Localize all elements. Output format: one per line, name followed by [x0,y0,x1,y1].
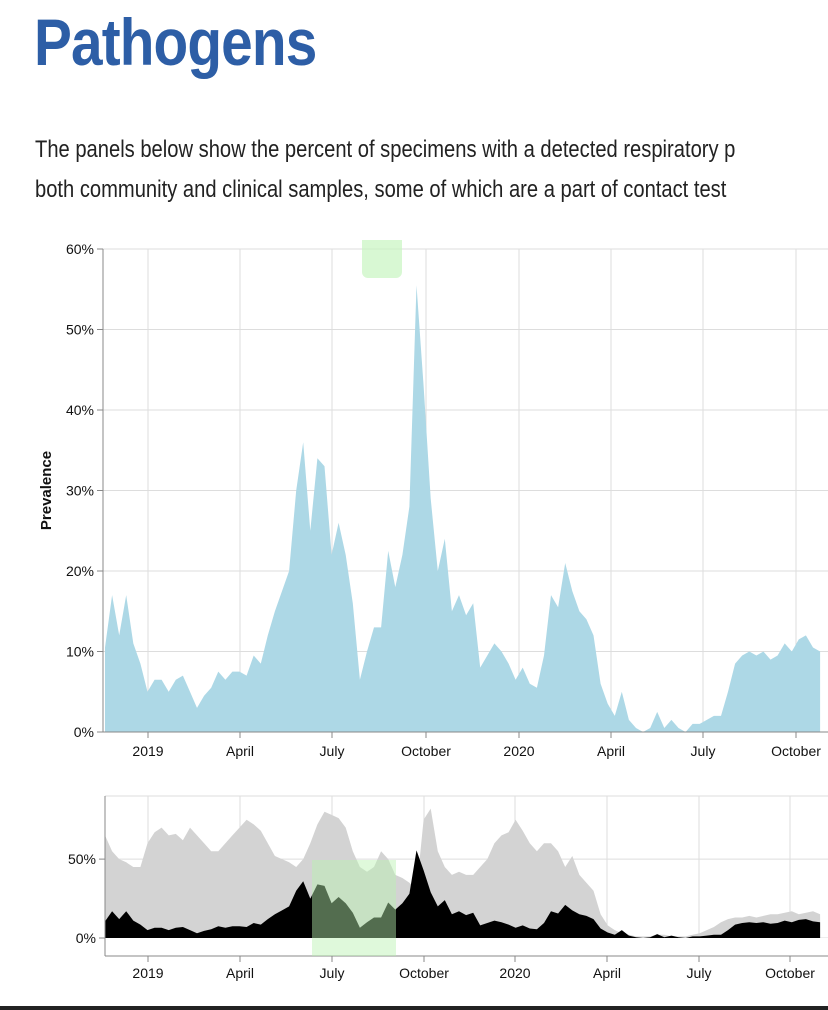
y-tick-label: 50% [66,322,94,338]
overview-y-tick-label: 50% [68,851,96,867]
overview-chart[interactable]: 0% 50% 2019 April July October 2020 April July O… [0,790,828,1010]
x-tick-label: 2020 [503,743,534,759]
prevalence-area [105,285,821,732]
y-tick-label: 60% [66,241,94,257]
overview-x-tick-label: 2020 [499,965,530,981]
y-tick-label: 40% [66,402,94,418]
y-tick-label: 10% [66,644,94,660]
overview-x-axis: 2019 April July October 2020 April July October [105,955,828,981]
overview-baseline [105,938,828,956]
y-axis: 0% 10% 20% 30% 40% 50% 60% [66,241,104,740]
overview-x-tick-label: October [399,965,449,981]
x-tick-label: October [401,743,451,759]
overview-x-tick-label: July [320,965,345,981]
overview-x-tick-label: 2019 [132,965,163,981]
bottom-divider [0,1006,828,1010]
x-tick-label: April [226,743,254,759]
overview-x-tick-label: July [687,965,712,981]
overview-x-tick-label: April [226,965,254,981]
x-axis: 2019 April July October 2020 April July October [103,731,828,759]
overview-total-area [105,808,821,938]
overview-x-tick-label: April [593,965,621,981]
x-tick-label: April [597,743,625,759]
intro-text: The panels below show the percent of spe… [35,130,828,210]
overview-x-tick-label: October [765,965,815,981]
x-tick-label: 2019 [132,743,163,759]
y-axis-label: Prevalence [38,451,55,530]
highlight-marker [362,240,402,278]
gridlines [103,248,828,733]
overview-y-axis: 0% 50% [68,796,106,956]
x-tick-label: July [691,743,716,759]
overview-y-tick-label: 0% [76,930,96,946]
brush-selection[interactable] [312,860,396,956]
x-tick-label: October [771,743,821,759]
x-tick-label: July [320,743,345,759]
page-title: Pathogens [34,5,317,79]
intro-line-1: The panels below show the percent of spe… [35,136,736,163]
y-tick-label: 30% [66,483,94,499]
y-tick-label: 20% [66,563,94,579]
y-tick-label: 0% [74,724,94,740]
prevalence-chart[interactable]: 0% 10% 20% 30% 40% 50% 60% 2019 April July Octobe… [0,240,828,1010]
overview-selected-area [105,850,821,938]
intro-line-2: both community and clinical samples, som… [35,176,727,203]
